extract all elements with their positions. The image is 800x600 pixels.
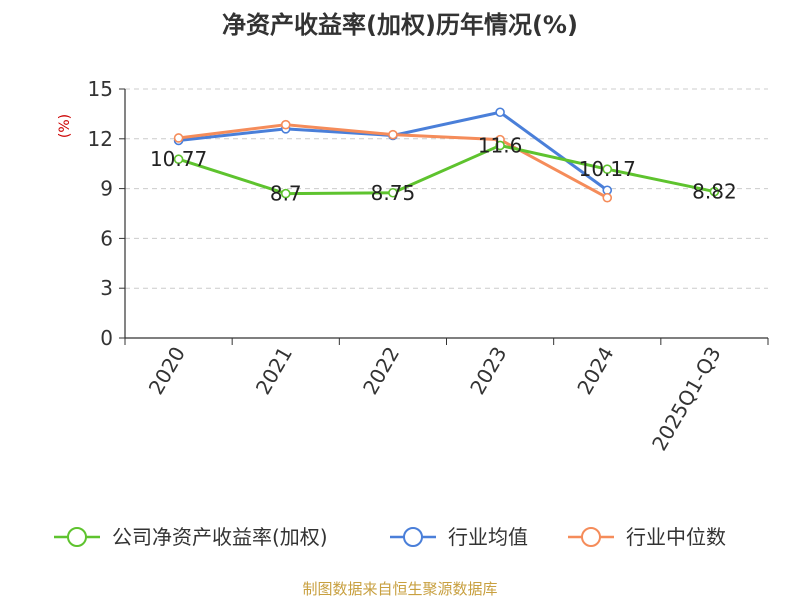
x-tick-label: 2024 bbox=[572, 343, 618, 399]
data-label: 8.7 bbox=[270, 182, 302, 206]
grid bbox=[125, 88, 768, 289]
legend-label: 公司净资产收益率(加权) bbox=[112, 525, 328, 549]
series-1-point[interactable] bbox=[495, 107, 505, 118]
legend-marker bbox=[403, 527, 423, 547]
y-tick-label: 9 bbox=[100, 177, 113, 201]
legend-item-0[interactable]: 公司净资产收益率(加权) bbox=[54, 525, 328, 549]
y-tick-label: 6 bbox=[100, 226, 113, 250]
series-0-point[interactable] bbox=[388, 187, 398, 198]
data-label: 10.17 bbox=[579, 157, 636, 181]
series-0-point[interactable] bbox=[280, 188, 291, 199]
source-note: 制图数据来自恒生聚源数据库 bbox=[302, 580, 497, 598]
series-0-point[interactable] bbox=[602, 164, 613, 174]
y-tick-label: 0 bbox=[100, 326, 113, 350]
data-label: 8.75 bbox=[371, 181, 416, 205]
series-line-0 bbox=[178, 143, 715, 196]
x-tick-label: 2025Q1-Q3 bbox=[647, 343, 726, 455]
series-0-point[interactable] bbox=[173, 154, 184, 165]
series-layer bbox=[173, 107, 720, 203]
x-tick-label: 2021 bbox=[251, 343, 297, 399]
series-2-point[interactable] bbox=[280, 119, 291, 130]
legend-item-2[interactable]: 行业中位数 bbox=[568, 525, 726, 549]
data-labels: 10.77 8.7 8.75 11.6 10.17 8.82 bbox=[150, 133, 737, 205]
data-label: 10.77 bbox=[150, 147, 207, 171]
series-0-point[interactable] bbox=[709, 186, 720, 197]
series-2-point[interactable] bbox=[388, 129, 398, 140]
y-tick-label: 3 bbox=[100, 276, 113, 300]
legend-label: 行业均值 bbox=[448, 525, 528, 549]
y-tick-label: 12 bbox=[88, 127, 113, 151]
data-label: 11.6 bbox=[478, 133, 523, 157]
chart-title: 净资产收益率(加权)历年情况(%) bbox=[222, 11, 578, 39]
series-0-point[interactable] bbox=[495, 140, 505, 151]
x-tick-label: 2022 bbox=[358, 343, 404, 399]
y-axis-label: (%) bbox=[57, 114, 73, 138]
legend: 公司净资产收益率(加权) 行业均值 行业中位数 bbox=[54, 525, 726, 549]
x-tick-label: 2020 bbox=[144, 343, 190, 399]
data-label: 8.82 bbox=[692, 180, 737, 204]
legend-item-1[interactable]: 行业均值 bbox=[390, 525, 528, 549]
series-2-point[interactable] bbox=[173, 133, 184, 143]
y-tick-label: 15 bbox=[88, 77, 113, 101]
series-2-point[interactable] bbox=[602, 192, 613, 203]
x-tick-label: 2023 bbox=[465, 343, 511, 399]
legend-label: 行业中位数 bbox=[626, 525, 726, 549]
legend-marker bbox=[581, 527, 601, 547]
legend-marker bbox=[67, 527, 87, 547]
axes: 0 3 6 9 12 15 2020 2021 2022 2023 2024 2025Q1-Q3 bbox=[88, 77, 769, 455]
